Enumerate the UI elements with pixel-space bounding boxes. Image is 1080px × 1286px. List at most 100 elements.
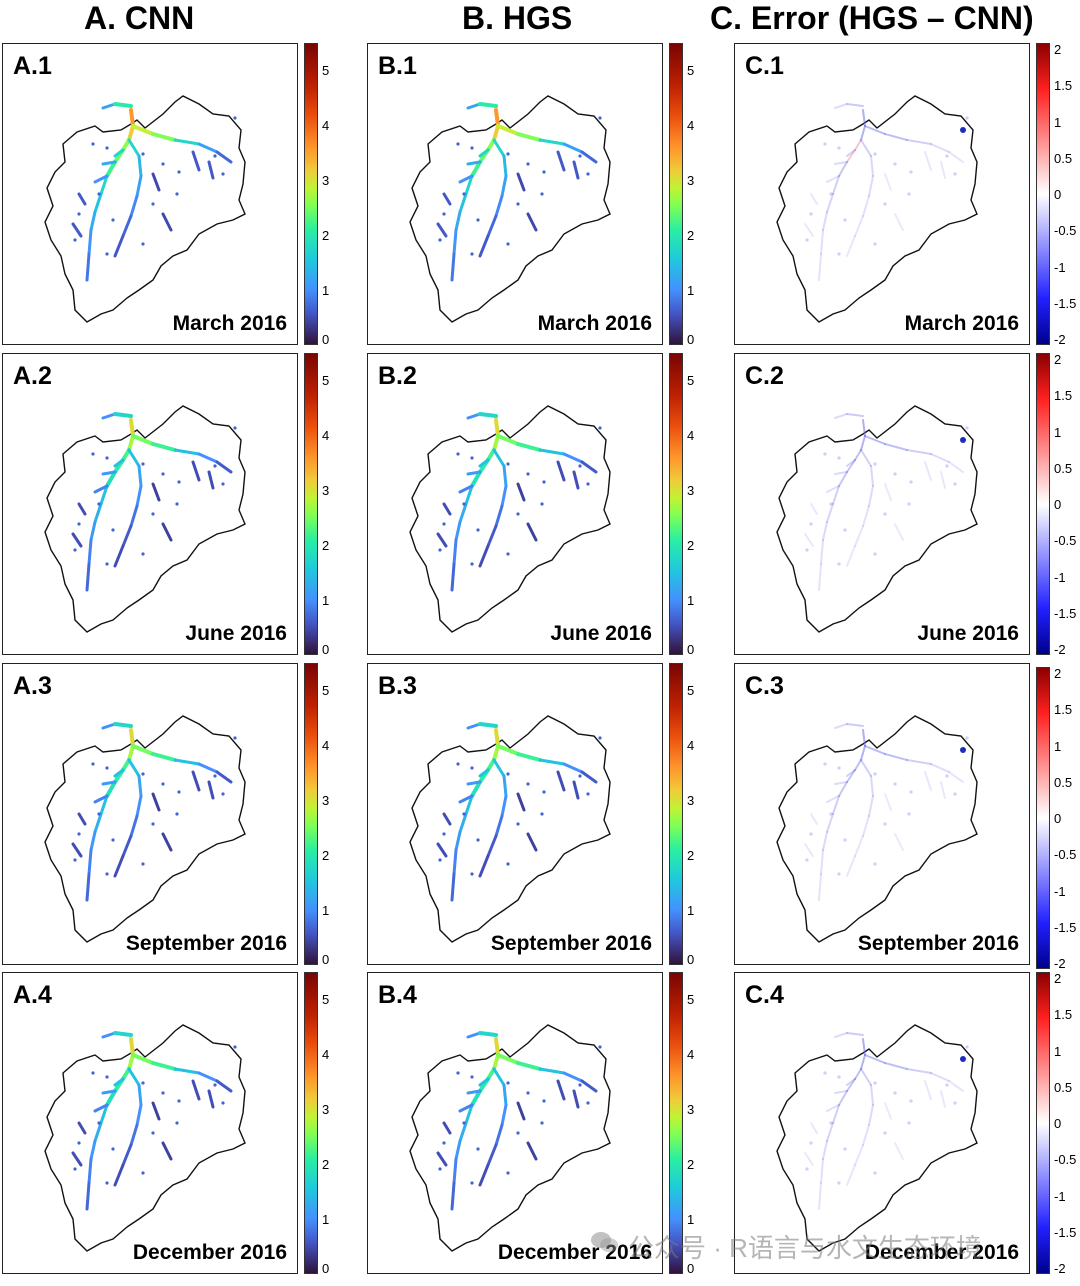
panel-error-row2: C.2 June 2016	[734, 353, 1030, 655]
stream-segment	[458, 192, 468, 214]
panel-date: December 2016	[497, 1241, 652, 1264]
depth-colorbar	[304, 972, 318, 1274]
cell-dot	[462, 812, 466, 816]
stream-segment	[834, 1090, 848, 1094]
cell-dot	[105, 252, 109, 256]
error-hotspot	[960, 127, 966, 133]
stream-segment	[93, 192, 103, 214]
stream-segment	[860, 745, 866, 761]
cell-dot	[506, 462, 510, 466]
stream-segment	[500, 484, 508, 508]
stream-segment	[464, 794, 474, 816]
stream-segment	[516, 172, 526, 192]
colorbar-tick-label: 4	[322, 738, 330, 754]
stream-segment	[173, 138, 201, 146]
stream-segment	[854, 1144, 864, 1166]
cell-dot	[883, 1131, 887, 1135]
stream-segment	[436, 1151, 448, 1167]
stream-segment	[127, 744, 135, 762]
stream-segment	[826, 1104, 840, 1112]
cell-dot	[843, 218, 847, 222]
cell-dot	[105, 1181, 109, 1185]
stream-segment	[884, 483, 892, 501]
stream-segment	[854, 139, 862, 151]
stream-segment	[516, 482, 526, 502]
stream-network	[71, 1031, 237, 1211]
stream-segment	[832, 485, 840, 505]
stream-segment	[129, 194, 139, 218]
stream-segment	[846, 149, 856, 157]
stream-network	[436, 722, 602, 902]
cell-dot	[873, 772, 877, 776]
watershed-map	[409, 405, 611, 633]
colorbar-tick-label: 1.5	[1054, 388, 1073, 404]
stream-segment	[860, 1068, 872, 1086]
stream-segment	[77, 192, 87, 206]
stream-segment	[478, 148, 490, 158]
watershed-boundary	[44, 95, 246, 323]
cell-dot	[470, 1181, 474, 1185]
cell-dot	[97, 502, 101, 506]
watershed-map	[776, 405, 978, 633]
error-colorbar	[1036, 972, 1050, 1274]
colorbar-tick-label: 0	[322, 332, 330, 347]
cell-dot	[873, 552, 877, 556]
stream-segment	[93, 794, 109, 804]
colorbar-tick-label: 2	[1054, 666, 1062, 681]
stream-segment	[93, 502, 103, 524]
stream-segment	[500, 174, 508, 198]
stream-segment	[870, 155, 874, 177]
stream-segment	[832, 175, 840, 195]
stream-segment	[478, 458, 490, 468]
cell-dot	[97, 192, 101, 196]
stream-segment	[516, 1101, 526, 1121]
stream-segment	[492, 138, 506, 158]
stream-segment	[452, 848, 458, 876]
cell-dot	[111, 528, 115, 532]
stream-segment	[215, 770, 233, 784]
cell-dot	[837, 562, 841, 566]
stream-segment	[466, 412, 482, 420]
stream-segment	[454, 1139, 462, 1161]
cell-dot	[233, 426, 237, 430]
stream-segment	[135, 484, 143, 508]
stream-segment	[846, 413, 864, 417]
stream-segment	[99, 484, 109, 506]
stream-segment	[458, 1121, 468, 1143]
stream-segment	[135, 174, 143, 198]
stream-segment	[87, 1157, 93, 1185]
panel-date: September 2016	[490, 932, 652, 955]
colorbar-tick-label: 0	[687, 332, 695, 347]
colorbar-tick-label: 2	[322, 848, 330, 864]
stream-segment	[884, 753, 908, 761]
stream-segment	[131, 744, 155, 756]
cell-dot	[476, 1147, 480, 1151]
cell-dot	[540, 1121, 544, 1125]
stream-segment	[454, 830, 462, 852]
stream-segment	[486, 834, 498, 858]
stream-segment	[466, 102, 482, 110]
colorbar-tick-label: 2	[687, 538, 695, 554]
cell-dot	[586, 482, 590, 486]
cell-dot	[111, 1147, 115, 1151]
cell-dot	[873, 242, 877, 246]
panel-date: March 2016	[172, 312, 287, 335]
cell-dot	[105, 872, 109, 876]
stream-segment	[151, 1061, 177, 1071]
cell-dot	[837, 456, 841, 460]
cell-dot	[843, 528, 847, 532]
stream-segment	[846, 459, 856, 467]
stream-segment	[466, 160, 482, 166]
stream-segment	[864, 435, 886, 445]
panel-hgs-row4: B.4 December 2016	[367, 972, 663, 1274]
stream-segment	[804, 1152, 814, 1166]
stream-segment	[89, 1139, 97, 1161]
watershed-map	[44, 405, 246, 633]
stream-segment	[191, 460, 201, 482]
stream-segment	[77, 1121, 87, 1135]
stream-segment	[454, 210, 462, 232]
stream-segment	[121, 214, 133, 238]
panel-label: A.2	[13, 362, 52, 390]
colorbar-tick-label: -1	[1054, 259, 1066, 275]
stream-segment	[93, 812, 103, 834]
